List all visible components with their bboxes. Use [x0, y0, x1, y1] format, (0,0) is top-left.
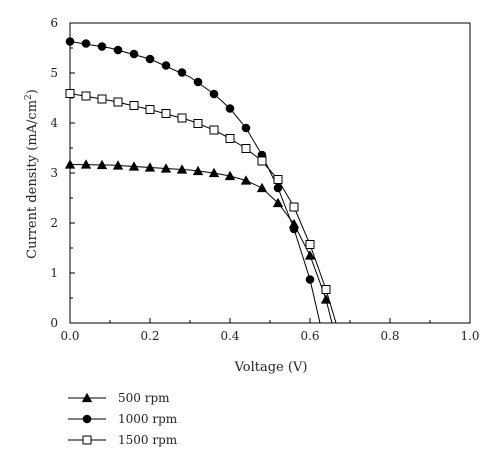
- y-tick-label: 6: [50, 16, 58, 30]
- plot-frame: [69, 22, 471, 324]
- data-point-1000-rpm: [65, 37, 75, 46]
- data-point-1500-rpm: [177, 113, 187, 123]
- data-point-1000-rpm: [81, 39, 91, 48]
- data-point-500-rpm: [64, 159, 76, 169]
- data-point-500-rpm: [272, 197, 284, 208]
- data-point-500-rpm: [208, 167, 220, 178]
- markers: [64, 37, 332, 304]
- data-point-1500-rpm: [65, 89, 75, 98]
- x-tick-label: 0.0: [60, 329, 79, 343]
- data-point-500-rpm: [112, 160, 124, 170]
- legend: 500 rpm 1000 rpm 1500 rpm: [68, 391, 178, 447]
- data-point-500-rpm: [176, 164, 188, 174]
- data-point-1500-rpm: [209, 125, 219, 135]
- legend-marker-1000-rpm: [82, 414, 92, 424]
- axes: [69, 22, 471, 324]
- data-point-500-rpm: [160, 163, 172, 173]
- data-point-1500-rpm: [305, 240, 315, 249]
- legend-label-500-rpm: 500 rpm: [118, 391, 170, 405]
- y-tick-label: 0: [50, 316, 58, 330]
- data-point-500-rpm: [320, 294, 332, 304]
- data-point-1500-rpm: [145, 105, 155, 114]
- data-point-500-rpm: [96, 159, 108, 170]
- data-point-1500-rpm: [161, 109, 171, 118]
- y-axis-title: Current density (mA/cm2): [24, 89, 40, 259]
- data-point-1500-rpm: [129, 101, 139, 110]
- x-tick-label: 0.6: [300, 329, 319, 343]
- ticks: 0.0 0.2 0.4 0.6 0.8 1.0 0 1 2 3 4 5 6: [50, 16, 479, 343]
- y-tick-label: 4: [50, 116, 58, 130]
- legend-label-1000-rpm: 1000 rpm: [118, 412, 178, 426]
- data-point-1500-rpm: [225, 134, 235, 143]
- data-point-1000-rpm: [113, 45, 123, 55]
- data-point-1500-rpm: [257, 156, 267, 166]
- data-point-1500-rpm: [273, 175, 283, 184]
- data-point-500-rpm: [80, 159, 92, 169]
- x-tick-label: 1.0: [460, 329, 479, 343]
- legend-marker-1500-rpm: [82, 435, 92, 445]
- y-axis-title-sup: 2: [24, 94, 34, 100]
- data-point-1000-rpm: [193, 77, 203, 87]
- data-point-1000-rpm: [273, 183, 283, 193]
- legend-marker-500-rpm: [81, 392, 93, 403]
- y-axis-title-close: ): [25, 89, 40, 94]
- y-tick-label: 5: [50, 66, 58, 80]
- y-tick-label: 1: [50, 266, 58, 280]
- data-point-1500-rpm: [241, 144, 251, 153]
- data-point-500-rpm: [128, 161, 140, 171]
- y-tick-label: 2: [50, 216, 58, 230]
- data-point-1000-rpm: [241, 123, 251, 133]
- x-tick-label: 0.2: [140, 329, 159, 343]
- data-point-1000-rpm: [305, 275, 315, 284]
- data-point-500-rpm: [224, 170, 236, 181]
- data-point-1500-rpm: [193, 119, 203, 128]
- data-point-1500-rpm: [113, 97, 123, 107]
- series-line-1000-rpm: [69, 41, 321, 324]
- data-point-1500-rpm: [97, 94, 107, 104]
- data-point-500-rpm: [304, 250, 316, 260]
- curves: [69, 41, 337, 324]
- data-point-500-rpm: [256, 182, 268, 193]
- data-point-1000-rpm: [161, 61, 171, 70]
- data-point-1000-rpm: [225, 104, 235, 113]
- data-point-1000-rpm: [209, 89, 219, 99]
- series-line-500-rpm: [69, 164, 333, 324]
- legend-label-1500-rpm: 1500 rpm: [118, 433, 178, 447]
- data-point-1500-rpm: [321, 285, 331, 294]
- data-point-1000-rpm: [129, 49, 139, 59]
- y-axis-title-main: Current density (mA/cm: [25, 100, 40, 259]
- y-tick-label: 3: [50, 166, 58, 180]
- data-point-1500-rpm: [289, 202, 299, 212]
- data-point-500-rpm: [240, 175, 252, 185]
- data-point-500-rpm: [144, 162, 156, 172]
- x-tick-label: 0.8: [380, 329, 399, 343]
- x-axis-title: Voltage (V): [234, 360, 308, 375]
- data-point-1000-rpm: [289, 224, 299, 234]
- data-point-1000-rpm: [97, 42, 107, 51]
- data-point-1500-rpm: [81, 91, 91, 101]
- data-point-500-rpm: [192, 165, 204, 176]
- data-point-1000-rpm: [145, 54, 155, 64]
- x-tick-label: 0.4: [220, 329, 239, 343]
- data-point-1000-rpm: [177, 68, 187, 77]
